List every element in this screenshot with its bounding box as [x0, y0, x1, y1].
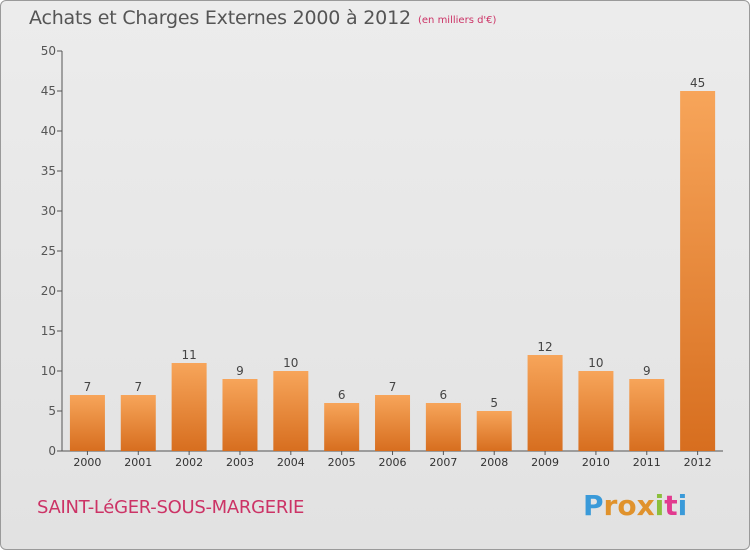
x-tick-label: 2009 — [531, 456, 559, 469]
logo-letter: i — [677, 489, 688, 522]
bar-2008 — [476, 411, 512, 451]
x-axis: 2000 2001 2002 2003 2004 2005 2006 2007 2008 2009… — [62, 450, 723, 469]
y-tick-label: 20 — [41, 284, 56, 298]
x-tick-label: 2008 — [480, 456, 508, 469]
x-tick-label: 2012 — [684, 456, 712, 469]
x-tick-label: 2002 — [175, 456, 203, 469]
logo-letter: P — [583, 489, 604, 522]
chart-unit: (en milliers d'€) — [418, 15, 497, 26]
x-tick-label: 2010 — [582, 456, 610, 469]
logo-letter: i — [654, 489, 665, 522]
logo-letter: o — [617, 489, 637, 522]
bar-2002 — [171, 363, 207, 451]
y-tick-label: 50 — [41, 44, 56, 58]
bar-2009 — [527, 355, 563, 451]
bar-2010 — [578, 371, 614, 451]
bar-2003 — [222, 379, 258, 451]
bar-2001 — [120, 395, 156, 451]
data-label: 10 — [283, 356, 298, 370]
data-label: 45 — [690, 76, 705, 90]
y-tick-label: 25 — [41, 244, 56, 258]
y-tick-label: 45 — [41, 84, 56, 98]
y-axis: 0 5 10 15 20 25 30 35 40 45 50 — [41, 44, 63, 458]
data-label: 9 — [643, 364, 651, 378]
data-labels-group: 7 7 11 9 10 6 7 6 5 12 10 9 45 — [84, 76, 706, 410]
data-label: 6 — [440, 388, 448, 402]
y-tick-label: 35 — [41, 164, 56, 178]
x-tick-label: 2011 — [633, 456, 661, 469]
x-tick-label: 2003 — [226, 456, 254, 469]
data-label: 9 — [236, 364, 244, 378]
data-label: 7 — [389, 380, 397, 394]
x-tick-label: 2006 — [379, 456, 407, 469]
logo-letter: t — [664, 489, 678, 522]
logo-letter: x — [636, 489, 655, 522]
y-tick-label: 5 — [48, 404, 56, 418]
y-tick-label: 10 — [41, 364, 56, 378]
chart-title: Achats et Charges Externes 2000 à 2012 — [29, 7, 411, 29]
data-label: 7 — [84, 380, 92, 394]
data-label: 5 — [490, 396, 498, 410]
x-tick-label: 2000 — [73, 456, 101, 469]
bar-2000 — [69, 395, 105, 451]
x-tick-label: 2004 — [277, 456, 305, 469]
bar-2005 — [324, 403, 360, 451]
proxiti-logo: Proxiti — [583, 489, 687, 522]
data-label: 7 — [134, 380, 142, 394]
y-tick-label: 0 — [48, 444, 56, 458]
data-label: 11 — [181, 348, 196, 362]
x-tick-label: 2007 — [429, 456, 457, 469]
x-tick-label: 2001 — [124, 456, 152, 469]
data-label: 12 — [537, 340, 552, 354]
x-tick-label: 2005 — [328, 456, 356, 469]
logo-letter: r — [603, 489, 618, 522]
bar-2007 — [425, 403, 461, 451]
y-tick-label: 40 — [41, 124, 56, 138]
data-label: 6 — [338, 388, 346, 402]
y-tick-label: 30 — [41, 204, 56, 218]
bars-group — [69, 91, 716, 451]
bar-2011 — [629, 379, 665, 451]
commune-name: SAINT-LéGER-SOUS-MARGERIE — [37, 497, 305, 518]
bar-2012 — [680, 91, 716, 451]
data-label: 10 — [588, 356, 603, 370]
bar-2006 — [375, 395, 411, 451]
bar-2004 — [273, 371, 309, 451]
y-tick-label: 15 — [41, 324, 56, 338]
